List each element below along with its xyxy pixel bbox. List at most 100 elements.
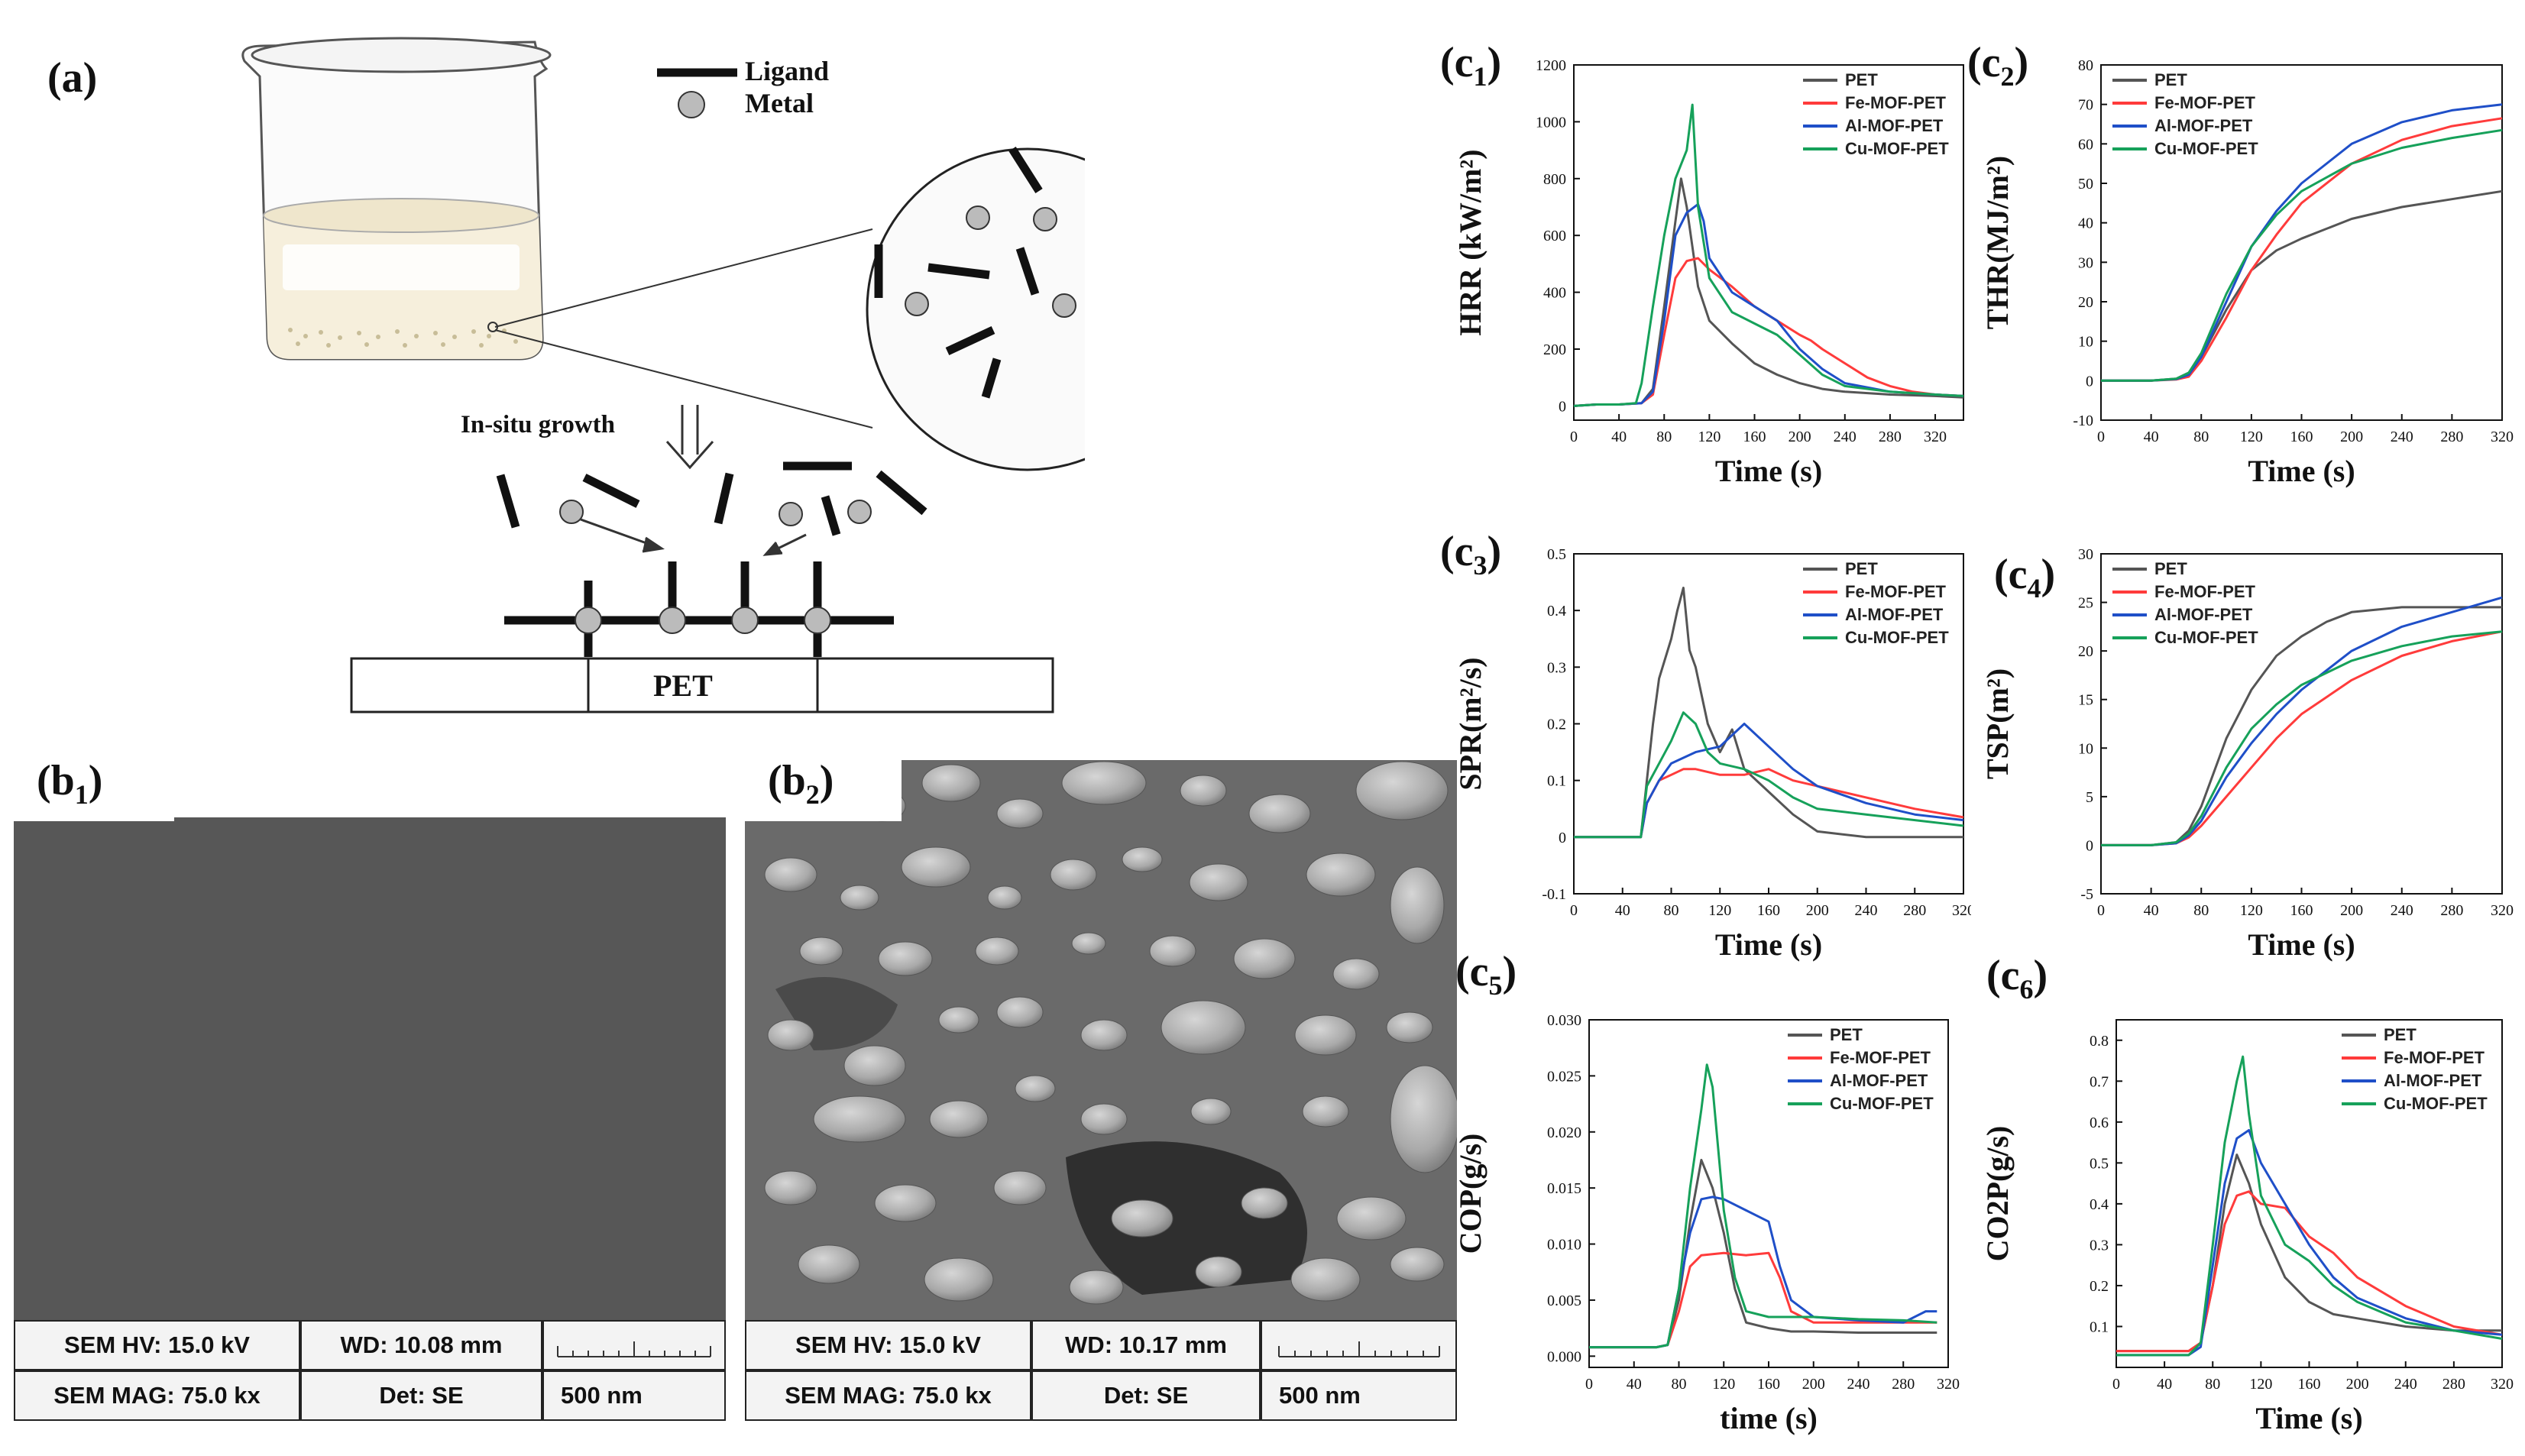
legend-entry: Fe-MOF-PET [1830, 1048, 1931, 1067]
zoom-line-top [494, 228, 873, 328]
legend-entry: PET [1845, 70, 1878, 89]
y-axis-title: HRR (kW/m²) [1453, 149, 1487, 335]
legend-entry: Fe-MOF-PET [2384, 1048, 2485, 1067]
y-axis-title: SPR(m²/s) [1453, 657, 1487, 790]
series-line-fe-mof-pet [2116, 1190, 2503, 1353]
series-line-cu-mof-pet [1573, 103, 1964, 407]
y-tick-label: 0.5 [2090, 1155, 2109, 1172]
y-tick-label: 0.8 [2090, 1033, 2109, 1050]
legend-entry: Fe-MOF-PET [1845, 582, 1947, 601]
y-tick-label: 20 [2078, 294, 2093, 311]
y-tick-label: 0 [1559, 398, 1566, 415]
chart-c4: 0 40 80 120 160 200 240 280 320-5051015202530PET… [1980, 546, 2514, 962]
y-tick-label: -0.1 [1542, 886, 1566, 903]
chart-c3: 0 40 80 120 160 200 240 280 320-0.100.10.20.30.4… [1453, 546, 1971, 962]
x-tick-label: 80 [2205, 1376, 2220, 1393]
legend-entry: Fe-MOF-PET [2154, 93, 2256, 112]
panel-label-c4: (c4) [1994, 551, 2056, 604]
x-tick-label: 280 [1903, 902, 1926, 919]
y-tick-label: 0.1 [2090, 1318, 2109, 1335]
sem-wd-b2: WD: 10.17 mm [1031, 1320, 1261, 1370]
panel-label-c6: (c6) [1986, 952, 2048, 1005]
x-tick-label: 280 [1879, 429, 1902, 445]
y-tick-label: 30 [2078, 254, 2093, 271]
x-tick-label: 40 [2144, 429, 2159, 445]
sem-scale-b2: 500 nm [1261, 1370, 1457, 1421]
y-tick-label: 0 [2086, 373, 2093, 390]
y-tick-label: 600 [1543, 228, 1566, 244]
x-tick-label: 240 [1855, 902, 1878, 919]
x-tick-label: 40 [2157, 1376, 2172, 1393]
panel-label-b2: (b2) [768, 757, 834, 811]
legend-entry: PET [2154, 559, 2187, 578]
y-axis-title: TSP(m²) [1980, 668, 2015, 779]
legend-entry: Cu-MOF-PET [1845, 139, 1949, 158]
legend-entry: Al-MOF-PET [1830, 1071, 1928, 1090]
beaker-illustration [241, 37, 552, 361]
x-tick-label: 200 [1806, 902, 1829, 919]
x-tick-label: 120 [2240, 429, 2263, 445]
x-tick-label: 120 [2240, 902, 2263, 919]
x-tick-label: 200 [2346, 1376, 2369, 1393]
panel-label-b1: (b1) [37, 757, 103, 811]
x-tick-label: 0 [2112, 1376, 2120, 1393]
x-tick-label: 320 [1952, 902, 1971, 919]
series-line-al-mof-pet [1573, 202, 1964, 407]
panel-label-c1: (c1) [1440, 39, 1502, 92]
y-tick-label: 50 [2078, 176, 2093, 193]
x-tick-label: 160 [1757, 1376, 1780, 1393]
legend-entry: Al-MOF-PET [2154, 605, 2253, 624]
scale-bar-b2 [1261, 1320, 1457, 1370]
legend-entry: PET [1830, 1025, 1863, 1044]
chart-c1: 0 40 80 120 160 200 240 280 320 0 200 400 600 800 1000… [1453, 57, 1964, 488]
x-tick-label: 240 [2391, 902, 2413, 919]
x-tick-label: 80 [1672, 1376, 1687, 1393]
growth-metals [559, 500, 872, 526]
schematic-a [241, 37, 1085, 713]
y-tick-label: 0.2 [2090, 1278, 2109, 1295]
legend-ligand-label: Ligand [745, 56, 830, 86]
series-line-cu-mof-pet [1574, 711, 1964, 839]
plot-frame-c2 [2100, 64, 2503, 421]
y-tick-label: 60 [2078, 136, 2093, 153]
series-line-cu-mof-pet [2101, 630, 2503, 846]
x-tick-label: 160 [1757, 902, 1780, 919]
y-tick-label: 1000 [1536, 114, 1566, 131]
y-tick-label: 5 [2086, 789, 2093, 806]
y-tick-label: 30 [2078, 546, 2093, 563]
y-tick-label: 0.4 [1547, 603, 1566, 620]
x-tick-label: 80 [2193, 902, 2209, 919]
x-tick-label: 320 [1924, 429, 1947, 445]
x-axis-title: Time (s) [1715, 927, 1822, 962]
chart-c5: 0 40 80 120 160 200 240 280 320 0.000 0.005 0.010 0.… [1453, 1012, 1960, 1435]
y-tick-label: 25 [2078, 595, 2093, 612]
y-tick-label: 0.6 [2090, 1115, 2109, 1131]
in-situ-arrow [665, 405, 714, 470]
chart-c6: 0 40 80 120 160 200 240 280 320 0.1 0.2 0.3 0.4 0.5 0.… [1980, 1019, 2514, 1435]
y-tick-label: 0.2 [1547, 717, 1566, 733]
x-tick-label: 200 [1789, 429, 1811, 445]
y-tick-label: -5 [2080, 886, 2093, 903]
y-tick-label: 0.015 [1547, 1180, 1581, 1197]
sem-scale-b1: 500 nm [542, 1370, 726, 1421]
y-tick-label: 80 [2078, 57, 2093, 74]
legend-entry: Cu-MOF-PET [2384, 1094, 2488, 1113]
y-tick-label: 0.7 [2090, 1073, 2109, 1090]
pet-substrate-label: PET [653, 668, 713, 703]
x-tick-label: 0 [1570, 429, 1578, 445]
plot-frame-c1 [1573, 64, 1964, 421]
y-tick-label: 400 [1543, 285, 1566, 302]
plot-frame-c4 [2100, 553, 2503, 895]
y-tick-label: 0.000 [1547, 1348, 1581, 1365]
legend-entry: Cu-MOF-PET [2154, 628, 2258, 647]
in-situ-growth-label: In-situ growth [461, 411, 616, 438]
y-axis-title: CO2P(g/s) [1980, 1126, 2015, 1262]
legend-entry: Al-MOF-PET [2384, 1071, 2482, 1090]
x-tick-label: 40 [1611, 429, 1627, 445]
y-tick-label: 200 [1543, 341, 1566, 358]
x-axis-title: Time (s) [1715, 454, 1822, 488]
y-tick-label: 0.005 [1547, 1293, 1581, 1309]
zoom-circle [866, 147, 1085, 471]
panel-label-c5: (c5) [1455, 948, 1517, 1001]
legend-entry: Al-MOF-PET [1845, 116, 1944, 135]
